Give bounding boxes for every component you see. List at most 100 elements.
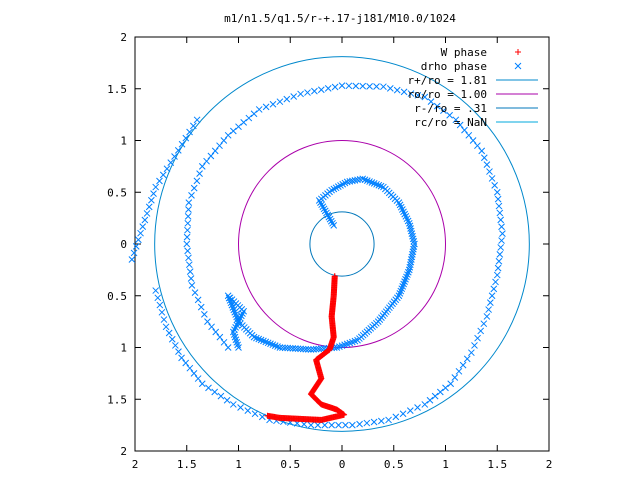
drho-point (399, 410, 407, 418)
drho-point (490, 285, 498, 293)
drho-point (229, 401, 237, 408)
drho-point (183, 240, 191, 248)
drho-point (456, 121, 464, 129)
x-tick-label: 1 (235, 458, 242, 471)
drho-point (220, 338, 228, 346)
drho-point (224, 131, 232, 139)
drho-point (406, 407, 414, 414)
drho-point (182, 359, 190, 367)
drho-point (375, 181, 383, 189)
drho-point (319, 203, 327, 211)
drho-point (421, 401, 429, 408)
legend-label: drho phase (421, 60, 487, 73)
drho-point (184, 213, 192, 220)
drho-point (331, 83, 339, 91)
drho-point (329, 219, 336, 227)
drho-point (198, 380, 206, 388)
drho-point (496, 250, 504, 258)
drho-point (469, 137, 477, 144)
y-tick-label: 0.5 (107, 186, 127, 199)
drho-point (426, 396, 434, 404)
drho-point (370, 180, 378, 187)
drho-point (407, 225, 414, 232)
drho-point (321, 421, 329, 429)
drho-point (352, 82, 360, 90)
drho-point (223, 396, 231, 404)
drho-point (244, 407, 252, 414)
drho-point (351, 176, 359, 184)
drho-point (216, 333, 224, 341)
drho-point (431, 392, 439, 400)
x-tick-label: 1.5 (177, 458, 197, 471)
circle-r--ro (309, 211, 375, 277)
drho-point (143, 210, 151, 217)
drho-point (480, 320, 488, 328)
drho-point (373, 83, 380, 90)
drho-point (184, 219, 192, 227)
legend-label: rc/ro = NaN (414, 116, 487, 129)
drho-point (414, 91, 422, 99)
drho-point (188, 192, 195, 199)
drho-point (185, 199, 193, 206)
drho-point (346, 178, 354, 185)
drho-point (318, 201, 325, 209)
drho-point (330, 222, 338, 229)
drho-point (465, 131, 473, 139)
drho-point (168, 335, 176, 343)
drho-point (328, 421, 336, 429)
drho-point (311, 87, 318, 95)
drho-point (421, 93, 429, 101)
drho-point (235, 344, 242, 351)
drho-point (433, 102, 441, 110)
drho-point (409, 250, 416, 258)
drho-point (191, 289, 199, 296)
drho-point (204, 318, 211, 325)
drho-point (229, 127, 237, 135)
drho-point (235, 123, 242, 131)
drho-point (240, 119, 248, 126)
drho-point (324, 85, 332, 92)
drho-point (446, 111, 453, 119)
drho-point (410, 238, 418, 245)
drho-point (370, 418, 378, 426)
y-tick-label: 0 (120, 238, 127, 251)
drho-point (190, 370, 198, 377)
drho-point (132, 242, 140, 250)
drho-point (185, 254, 192, 262)
drho-point (171, 153, 178, 160)
drho-point (163, 165, 171, 173)
drho-point (130, 249, 138, 257)
drho-point (148, 196, 155, 204)
x-tick-label: 0.5 (384, 458, 404, 471)
drho-point (269, 100, 277, 108)
drho-phase-series (128, 82, 506, 429)
drho-point (474, 142, 481, 150)
drho-point (496, 209, 504, 217)
drho-point (175, 348, 182, 355)
drho-point (284, 344, 292, 352)
x-tick-label: 0.5 (280, 458, 300, 471)
drho-point (262, 103, 270, 111)
drho-point (152, 287, 160, 294)
drho-point (269, 341, 277, 349)
drho-point (220, 137, 228, 144)
drho-point (408, 253, 416, 261)
drho-point (442, 384, 449, 392)
drho-point (493, 271, 501, 279)
drho-point (314, 421, 322, 429)
drho-point (211, 388, 219, 396)
drho-point (486, 299, 494, 307)
drho-point (342, 421, 349, 429)
x-tick-labels: 2 1.5 1 0.5 0 0.5 1 1.5 2 (132, 458, 553, 471)
drho-point (321, 207, 329, 215)
drho-point (211, 147, 219, 155)
y-tick-label: 1 (120, 135, 127, 148)
drho-point (409, 235, 417, 243)
y-tick-label: 1.5 (107, 393, 127, 406)
drho-point (377, 182, 385, 190)
y-tick-label: 1.5 (107, 83, 127, 96)
drho-point (343, 178, 351, 186)
drho-point (217, 392, 225, 400)
drho-point (279, 344, 286, 352)
